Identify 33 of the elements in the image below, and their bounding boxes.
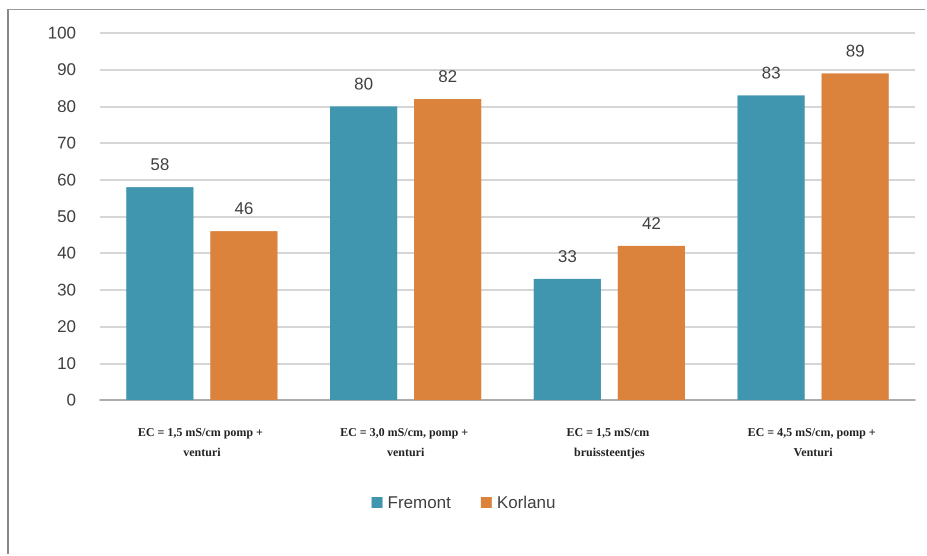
x-tick-label: EC = 1,5 mS/cm pomp + venturi [138, 425, 266, 459]
x-tick-label: EC = 4,5 mS/cm, pomp + Venturi [748, 425, 879, 459]
y-tick-label: 30 [57, 280, 76, 300]
bar [534, 278, 601, 400]
bar [737, 95, 805, 400]
y-tick-label: 20 [57, 317, 76, 336]
bar [414, 99, 482, 400]
bar [822, 73, 889, 400]
y-tick-label: 90 [57, 60, 76, 80]
bar [210, 231, 278, 400]
data-label: 89 [846, 41, 865, 60]
bar [618, 246, 686, 400]
y-tick-label: 70 [57, 134, 76, 153]
data-label: 80 [354, 74, 374, 94]
data-label: 46 [234, 199, 254, 218]
data-label: 42 [642, 214, 661, 233]
data-label: 83 [762, 63, 781, 82]
y-tick-label: 40 [57, 244, 76, 263]
x-tick-label: EC = 3,0 mS/cm, pomp + venturi [340, 425, 472, 459]
data-label: 33 [558, 246, 577, 266]
legend-label: Korlanu [496, 493, 556, 512]
y-tick-label: 10 [57, 354, 76, 373]
data-label: 82 [438, 67, 458, 86]
y-tick-label: 0 [66, 390, 76, 410]
y-tick-label: 60 [57, 170, 76, 190]
data-label: 58 [150, 155, 170, 174]
y-tick-label: 80 [57, 96, 76, 116]
y-tick-label: 100 [48, 24, 76, 42]
x-tick-label: EC = 1,5 mS/cm bruissteentjes [566, 425, 652, 459]
bar [330, 106, 398, 400]
bar [126, 187, 194, 400]
y-tick-label: 50 [57, 207, 76, 226]
legend-label: Fremont [388, 493, 452, 512]
